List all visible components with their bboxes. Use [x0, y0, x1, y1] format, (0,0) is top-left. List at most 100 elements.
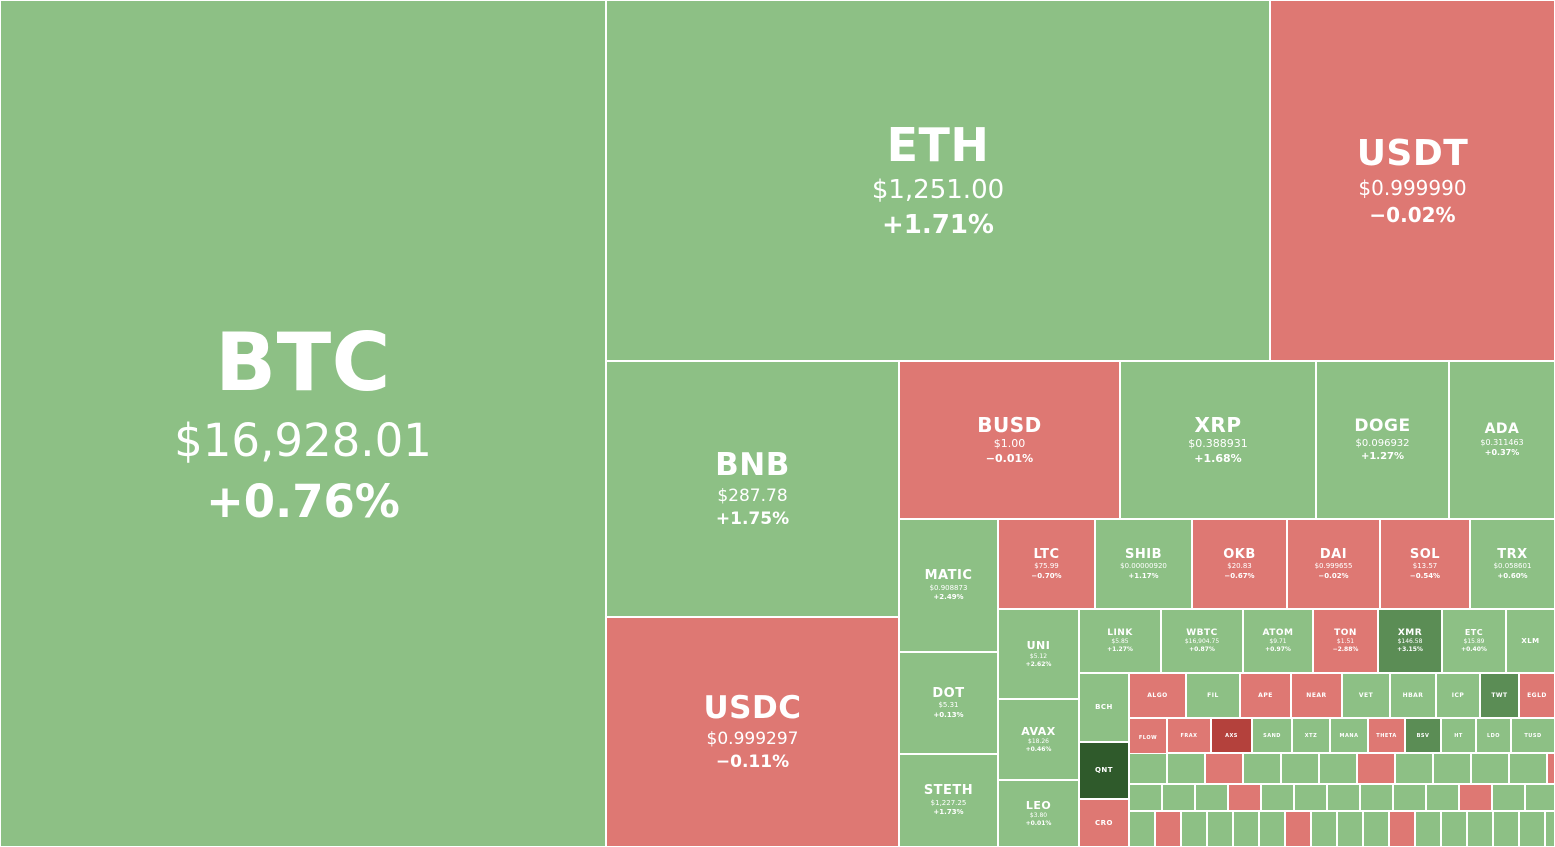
tile-symbol: ETH [886, 117, 990, 172]
tile-minor[interactable] [1363, 811, 1389, 847]
tile-fil[interactable]: FIL [1186, 673, 1240, 718]
tile-minor[interactable] [1261, 784, 1294, 811]
tile-avax[interactable]: AVAX $18.26 +0.46% [998, 699, 1079, 780]
tile-minor[interactable] [1243, 753, 1281, 784]
tile-btc[interactable]: BTC $16,928.01 +0.76% [0, 0, 606, 847]
tile-minor[interactable] [1519, 811, 1545, 847]
tile-wbtc[interactable]: WBTC $16,904.75 +0.87% [1161, 609, 1243, 673]
tile-minor[interactable] [1281, 753, 1319, 784]
tile-minor[interactable] [1547, 753, 1555, 784]
tile-frax[interactable]: FRAX [1167, 718, 1211, 753]
tile-price: $1,251.00 [871, 175, 1005, 205]
tile-axs[interactable]: AXS [1211, 718, 1252, 753]
tile-minor[interactable] [1393, 784, 1426, 811]
tile-minor[interactable] [1337, 811, 1363, 847]
tile-minor[interactable] [1195, 784, 1228, 811]
tile-minor[interactable] [1415, 811, 1441, 847]
tile-sol[interactable]: SOL $13.57 −0.54% [1380, 519, 1470, 609]
tile-leo[interactable]: LEO $3.80 +0.01% [998, 780, 1079, 847]
tile-xmr[interactable]: XMR $146.58 +3.15% [1378, 609, 1442, 673]
tile-qnt[interactable]: QNT [1079, 742, 1129, 799]
tile-uni[interactable]: UNI $5.12 +2.62% [998, 609, 1079, 699]
tile-egld[interactable]: EGLD [1519, 673, 1555, 718]
tile-ada[interactable]: ADA $0.311463 +0.37% [1449, 361, 1555, 519]
tile-eth[interactable]: ETH $1,251.00 +1.71% [606, 0, 1270, 361]
tile-price: $5.85 [1111, 638, 1129, 646]
tile-trx[interactable]: TRX $0.058601 +0.60% [1470, 519, 1555, 609]
tile-minor[interactable] [1492, 784, 1525, 811]
tile-minor[interactable] [1285, 811, 1311, 847]
tile-minor[interactable] [1389, 811, 1415, 847]
tile-minor[interactable] [1459, 784, 1492, 811]
tile-matic[interactable]: MATIC $0.908873 +2.49% [899, 519, 998, 652]
tile-minor[interactable] [1167, 753, 1205, 784]
tile-minor[interactable] [1395, 753, 1433, 784]
tile-minor[interactable] [1525, 784, 1555, 811]
tile-tusd[interactable]: TUSD [1511, 718, 1555, 753]
tile-hbar[interactable]: HBAR [1390, 673, 1436, 718]
tile-minor[interactable] [1433, 753, 1471, 784]
tile-xtz[interactable]: XTZ [1292, 718, 1330, 753]
tile-ltc[interactable]: LTC $75.99 −0.70% [998, 519, 1095, 609]
tile-steth[interactable]: STETH $1,227.25 +1.73% [899, 754, 998, 847]
tile-minor[interactable] [1129, 784, 1162, 811]
tile-minor[interactable] [1233, 811, 1259, 847]
tile-minor[interactable] [1360, 784, 1393, 811]
tile-cro[interactable]: CRO [1079, 799, 1129, 847]
tile-theta[interactable]: THETA [1368, 718, 1405, 753]
tile-shib[interactable]: SHIB $0.00000920 +1.17% [1095, 519, 1192, 609]
tile-minor[interactable] [1357, 753, 1395, 784]
tile-ldo[interactable]: LDO [1476, 718, 1511, 753]
tile-vet[interactable]: VET [1342, 673, 1390, 718]
tile-minor[interactable] [1545, 811, 1555, 847]
tile-change: +0.97% [1265, 646, 1291, 654]
tile-minor[interactable] [1155, 811, 1181, 847]
tile-link[interactable]: LINK $5.85 +1.27% [1079, 609, 1161, 673]
tile-minor[interactable] [1294, 784, 1327, 811]
tile-symbol: FLOW [1138, 735, 1158, 741]
tile-minor[interactable] [1426, 784, 1459, 811]
tile-minor[interactable] [1129, 811, 1155, 847]
tile-xlm[interactable]: XLM [1506, 609, 1555, 673]
tile-symbol: THETA [1376, 732, 1397, 739]
tile-twt[interactable]: TWT [1480, 673, 1519, 718]
tile-minor[interactable] [1259, 811, 1285, 847]
tile-usdt[interactable]: USDT $0.999990 −0.02% [1270, 0, 1555, 361]
tile-minor[interactable] [1327, 784, 1360, 811]
tile-ht[interactable]: HT [1441, 718, 1476, 753]
tile-minor[interactable] [1207, 811, 1233, 847]
tile-okb[interactable]: OKB $20.83 −0.67% [1192, 519, 1287, 609]
tile-busd[interactable]: BUSD $1.00 −0.01% [899, 361, 1120, 519]
tile-minor[interactable] [1441, 811, 1467, 847]
tile-minor[interactable] [1228, 784, 1261, 811]
tile-bch[interactable]: BCH [1079, 673, 1129, 742]
tile-algo[interactable]: ALGO [1129, 673, 1186, 718]
tile-etc[interactable]: ETC $15.89 +0.40% [1442, 609, 1506, 673]
tile-minor[interactable] [1205, 753, 1243, 784]
tile-minor[interactable] [1493, 811, 1519, 847]
tile-atom[interactable]: ATOM $9.71 +0.97% [1243, 609, 1313, 673]
tile-symbol: ALGO [1147, 691, 1168, 699]
tile-mana[interactable]: MANA [1330, 718, 1368, 753]
tile-ton[interactable]: TON $1.51 −2.88% [1313, 609, 1378, 673]
tile-minor[interactable] [1129, 753, 1167, 784]
tile-minor[interactable] [1162, 784, 1195, 811]
tile-minor[interactable] [1181, 811, 1207, 847]
tile-bsv[interactable]: BSV [1405, 718, 1441, 753]
tile-bnb[interactable]: BNB $287.78 +1.75% [606, 361, 899, 617]
tile-usdc[interactable]: USDC $0.999297 −0.11% [606, 617, 899, 847]
tile-sand[interactable]: SAND [1252, 718, 1292, 753]
tile-minor[interactable] [1311, 811, 1337, 847]
tile-near[interactable]: NEAR [1291, 673, 1342, 718]
tile-minor[interactable] [1467, 811, 1493, 847]
tile-ape[interactable]: APE [1240, 673, 1291, 718]
tile-xrp[interactable]: XRP $0.388931 +1.68% [1120, 361, 1316, 519]
tile-icp[interactable]: ICP [1436, 673, 1480, 718]
tile-flow[interactable]: FLOW [1129, 718, 1167, 758]
tile-dai[interactable]: DAI $0.999655 −0.02% [1287, 519, 1380, 609]
tile-minor[interactable] [1319, 753, 1357, 784]
tile-dot[interactable]: DOT $5.31 +0.13% [899, 652, 998, 754]
tile-minor[interactable] [1471, 753, 1509, 784]
tile-minor[interactable] [1509, 753, 1547, 784]
tile-doge[interactable]: DOGE $0.096932 +1.27% [1316, 361, 1449, 519]
